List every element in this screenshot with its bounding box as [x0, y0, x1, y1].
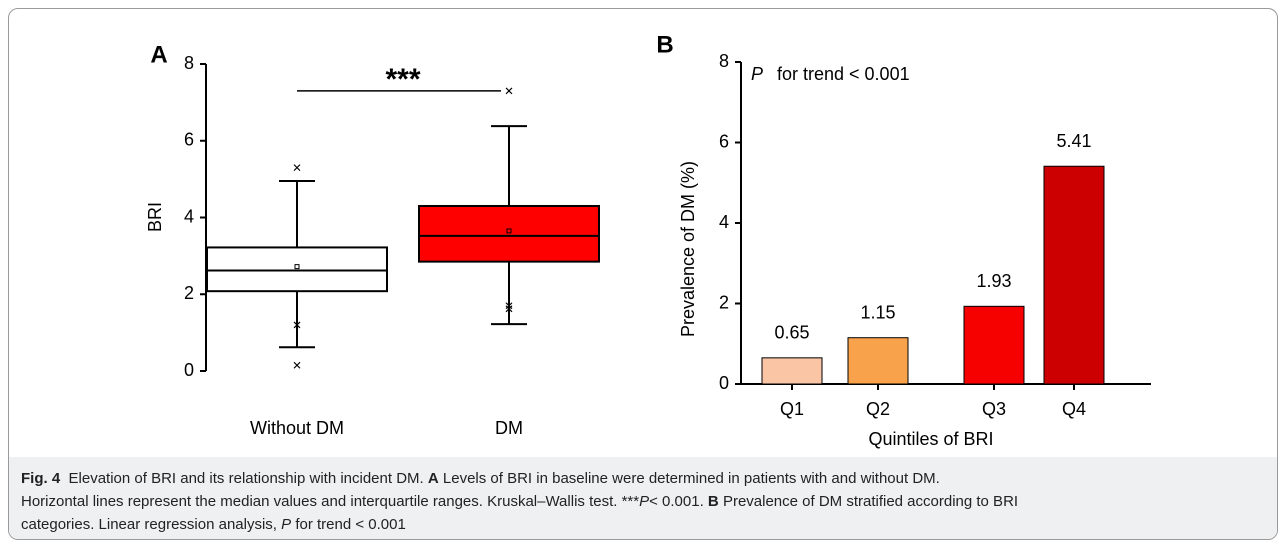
bar — [1043, 165, 1105, 385]
significance: *** — [385, 63, 420, 96]
outlier — [505, 305, 513, 313]
x-tick-label: Q4 — [1062, 399, 1086, 419]
fig-label: Fig. 4 — [21, 470, 61, 487]
x-tick-label: Q1 — [780, 399, 804, 419]
outlier — [505, 302, 513, 310]
caption-text: Prevalence of DM stratified according to… — [722, 493, 1019, 510]
caption-text: categories. Linear regression analysis, — [21, 516, 277, 533]
y-tick-label: 2 — [719, 292, 729, 312]
y-axis-label: BRI — [145, 202, 165, 232]
caption-text: < 0.001. — [649, 493, 704, 510]
panel-label: B — [656, 31, 673, 58]
value-label: 1.15 — [860, 302, 895, 322]
x-axis-label: Quintiles of BRI — [868, 429, 993, 449]
caption-text: P — [639, 493, 650, 510]
box — [418, 204, 600, 263]
y-tick-label: 8 — [719, 51, 729, 71]
y-tick-label: 6 — [184, 130, 194, 150]
y-tick-label: 4 — [184, 206, 194, 226]
outlier — [505, 87, 513, 95]
value-label: 1.93 — [976, 271, 1011, 291]
x-tick-label: Q2 — [866, 399, 890, 419]
annotation: for trend < 0.001 — [777, 64, 910, 84]
caption-text: for trend < 0.001 — [295, 516, 406, 533]
y-tick-label: 2 — [184, 283, 194, 303]
caption-text: Elevation of BRI and its relationship wi… — [68, 470, 424, 487]
bar — [847, 337, 909, 385]
figure: A BRI 0 2 4 6 8 Without DM DM *** B Prevalence of D… — [8, 8, 1278, 540]
charts: A BRI 0 2 4 6 8 Without DM DM *** B Prevalence of D… — [145, 31, 1151, 449]
caption: Fig. 4 Elevation of BRI and its relation… — [9, 457, 1277, 539]
y-tick-label: 4 — [719, 212, 729, 232]
bar — [963, 305, 1025, 385]
caption-text: Horizontal lines represent the median va… — [21, 493, 640, 510]
annotation-p: P — [751, 64, 763, 84]
x-tick-label: Without DM — [250, 418, 344, 438]
outlier — [293, 361, 301, 369]
mean — [294, 264, 300, 270]
caption-text: P — [281, 516, 292, 533]
caption-text: A — [427, 470, 439, 487]
value-label: 0.65 — [774, 323, 809, 343]
mean — [506, 228, 512, 234]
panel-label: A — [150, 41, 167, 68]
y-axis-label: Prevalence of DM (%) — [678, 161, 698, 337]
caption-text: Levels of BRI in baseline were determine… — [442, 470, 940, 487]
value-label: 5.41 — [1056, 131, 1091, 151]
y-tick-label: 0 — [719, 373, 729, 393]
caption-text: B — [707, 493, 719, 510]
outlier — [293, 321, 301, 329]
y-tick-label: 8 — [184, 53, 194, 73]
y-tick-label: 0 — [184, 360, 194, 380]
outlier — [293, 164, 301, 172]
box — [206, 246, 388, 293]
y-tick-label: 6 — [719, 131, 729, 151]
bar — [761, 357, 823, 385]
x-tick-label: Q3 — [982, 399, 1006, 419]
x-tick-label: DM — [495, 418, 523, 438]
